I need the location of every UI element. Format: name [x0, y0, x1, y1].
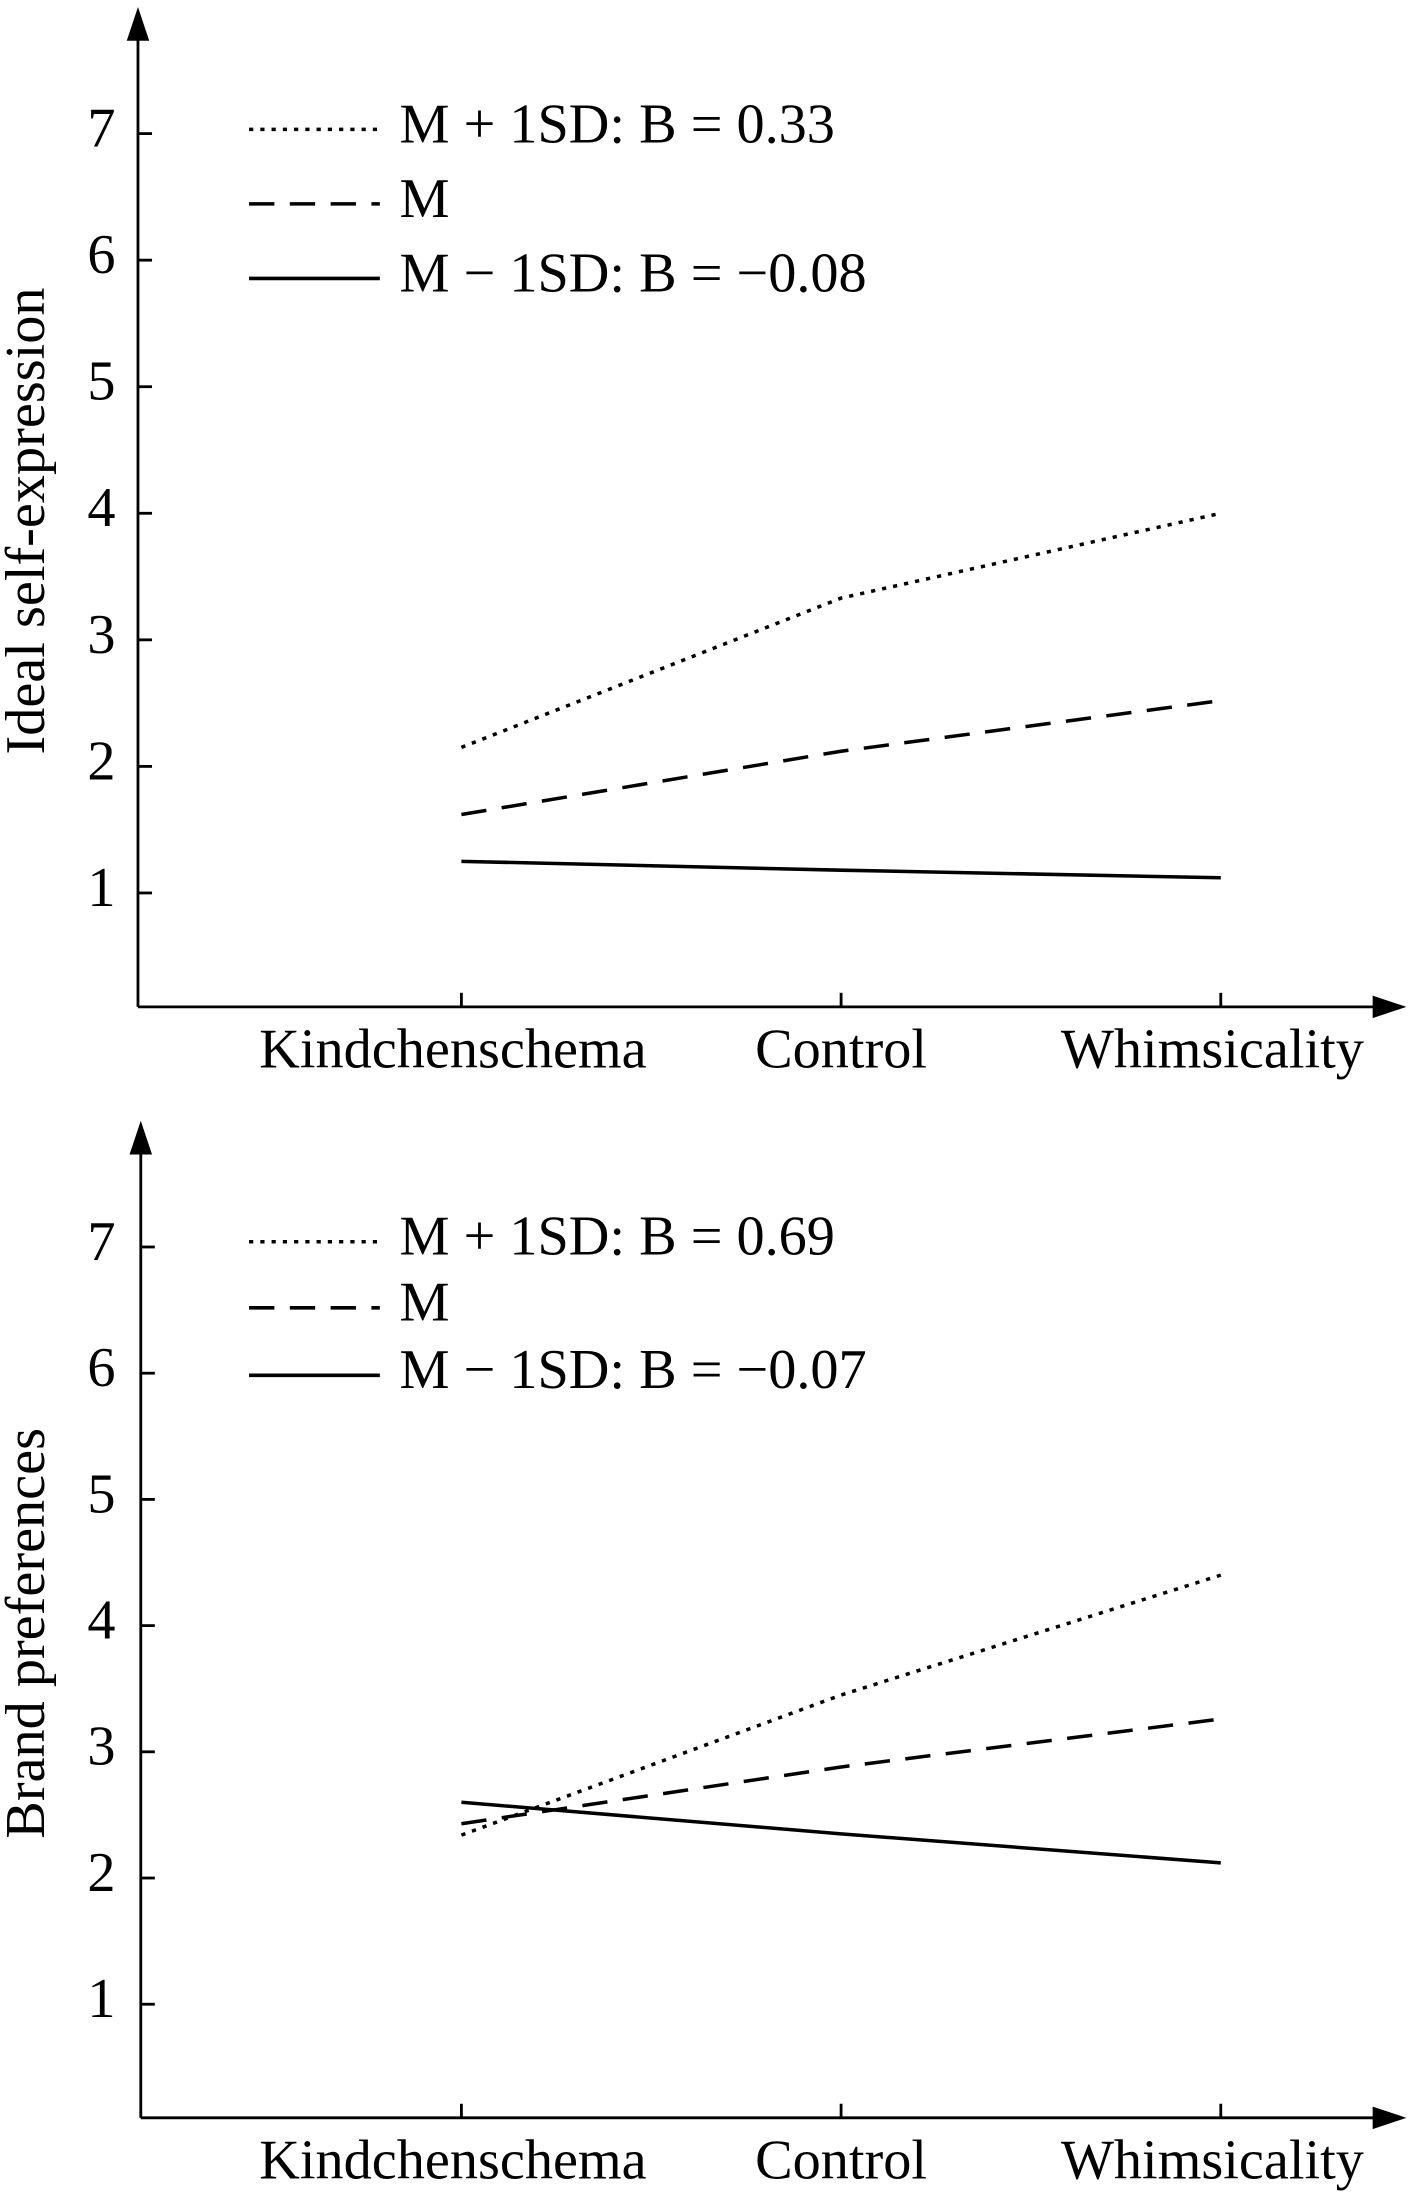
legend-label: M: [400, 1272, 450, 1334]
legend-label: M: [400, 168, 450, 230]
x-axis-arrow: [1372, 995, 1407, 1019]
y-tick-label: 3: [87, 1716, 115, 1778]
y-tick-label: 6: [87, 1337, 115, 1399]
y-tick-label: 4: [87, 1590, 115, 1652]
x-tick-label: Control: [755, 1019, 927, 1081]
series-line: [461, 1717, 1222, 1826]
y-tick-label: 7: [87, 1211, 115, 1273]
y-tick-label: 7: [87, 98, 115, 160]
y-tick-label: 1: [87, 1968, 115, 2030]
y-tick-label: 6: [87, 224, 115, 286]
legend-label: M + 1SD: B = 0.33: [400, 93, 835, 155]
y-tick-label: 4: [87, 477, 115, 539]
y-axis-arrow: [126, 7, 150, 41]
y-axis-label: Ideal self-expression: [0, 288, 57, 755]
x-tick-label: Whimsicality: [1061, 2130, 1364, 2192]
series-line: [460, 511, 1222, 750]
y-tick-label: 1: [87, 857, 115, 919]
series-line: [461, 859, 1221, 880]
y-axis-label: Brand preferences: [0, 1428, 57, 1839]
y-tick-label: 2: [87, 730, 115, 792]
legend-label: M − 1SD: B = −0.07: [400, 1339, 867, 1401]
y-tick-label: 5: [87, 351, 115, 413]
legend-label: M + 1SD: B = 0.69: [400, 1206, 835, 1268]
x-axis-arrow: [1372, 2106, 1407, 2130]
y-axis-arrow: [129, 1120, 153, 1155]
series-line: [460, 1573, 1222, 1837]
y-tick-label: 5: [87, 1463, 115, 1525]
x-tick-label: Kindchenschema: [259, 1019, 646, 1081]
x-tick-label: Kindchenschema: [259, 2130, 646, 2192]
legend-label: M − 1SD: B = −0.08: [400, 242, 867, 304]
x-tick-label: Whimsicality: [1061, 1019, 1364, 1081]
series-line: [461, 1800, 1221, 1865]
x-tick-label: Control: [755, 2130, 927, 2192]
y-tick-label: 3: [87, 604, 115, 666]
y-tick-label: 2: [87, 1842, 115, 1904]
series-line: [461, 698, 1222, 817]
